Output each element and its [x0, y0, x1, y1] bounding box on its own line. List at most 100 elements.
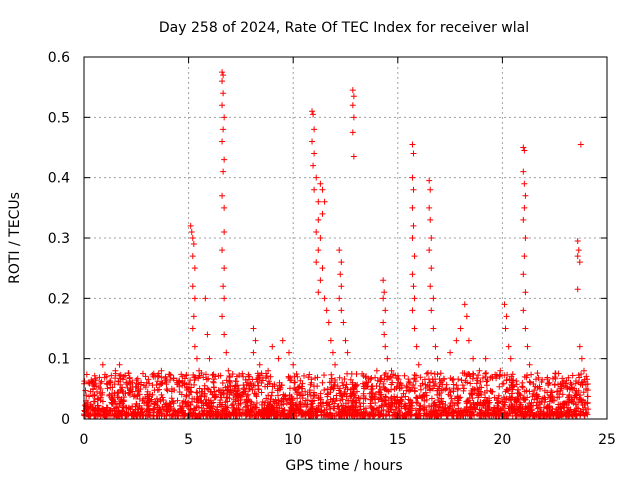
baseline-point	[388, 386, 395, 393]
baseline-point	[252, 404, 259, 411]
baseline-point	[394, 394, 401, 401]
baseline-point	[392, 397, 399, 404]
baseline-point	[341, 408, 348, 415]
baseline-point	[293, 386, 300, 393]
baseline-point	[202, 371, 209, 378]
baseline-point	[341, 376, 348, 383]
data-point	[99, 361, 106, 368]
baseline-point	[329, 398, 336, 405]
baseline-point	[544, 374, 551, 381]
baseline-point	[479, 375, 486, 382]
data-point	[350, 153, 357, 160]
data-point	[191, 343, 198, 350]
baseline-point	[166, 403, 173, 410]
data-point	[350, 93, 357, 100]
baseline-point	[573, 405, 580, 412]
baseline-point	[509, 371, 516, 378]
baseline-point	[210, 403, 217, 410]
baseline-point	[566, 386, 573, 393]
baseline-point	[229, 371, 236, 378]
data-point	[206, 355, 213, 362]
y-tick-label: 0	[61, 412, 70, 428]
baseline-point	[319, 400, 326, 407]
baseline-point	[205, 375, 212, 382]
data-point	[112, 367, 119, 374]
baseline-point	[246, 376, 253, 383]
data-points	[81, 69, 592, 419]
baseline-point	[418, 394, 425, 401]
baseline-point	[203, 376, 210, 383]
baseline-point	[416, 392, 423, 399]
baseline-point	[302, 397, 309, 404]
data-point	[317, 235, 324, 241]
baseline-point	[130, 393, 137, 400]
baseline-point	[240, 373, 247, 380]
data-point	[143, 379, 150, 386]
baseline-point	[126, 375, 133, 382]
baseline-point	[266, 402, 273, 409]
baseline-point	[410, 381, 417, 388]
baseline-point	[536, 398, 543, 405]
data-point	[453, 337, 460, 344]
data-point	[190, 313, 197, 320]
baseline-point	[187, 401, 194, 408]
data-point	[325, 319, 332, 326]
data-point	[410, 186, 417, 193]
baseline-point	[444, 412, 451, 419]
baseline-point	[127, 381, 134, 388]
data-point	[336, 247, 343, 254]
baseline-point	[175, 407, 182, 414]
baseline-point	[97, 394, 104, 401]
baseline-point	[450, 385, 457, 392]
data-point	[521, 180, 528, 187]
baseline-point	[336, 412, 343, 419]
baseline-point	[439, 381, 446, 388]
baseline-point	[441, 376, 448, 383]
baseline-point	[397, 398, 404, 405]
baseline-point	[219, 379, 226, 386]
baseline-point	[334, 403, 341, 410]
baseline-point	[361, 385, 368, 392]
baseline-point	[436, 390, 443, 397]
baseline-point	[117, 381, 124, 388]
data-point	[221, 265, 228, 272]
baseline-point	[234, 393, 241, 400]
data-point	[409, 271, 416, 278]
baseline-point	[299, 385, 306, 392]
baseline-point	[226, 378, 233, 385]
baseline-point	[528, 407, 535, 414]
data-point	[317, 277, 324, 284]
baseline-point	[510, 377, 517, 384]
baseline-point	[445, 406, 452, 413]
baseline-point	[558, 405, 565, 412]
x-tick-labels: 0 5 10 15 20 25	[80, 432, 616, 448]
baseline-point	[385, 397, 392, 404]
data-point	[190, 241, 197, 248]
x-tick-label: 20	[493, 432, 511, 448]
baseline-point	[566, 407, 573, 414]
baseline-point	[343, 381, 350, 388]
baseline-point	[357, 403, 364, 410]
baseline-point	[383, 400, 390, 407]
data-point	[363, 379, 370, 386]
baseline-point	[569, 372, 576, 379]
baseline-point	[550, 397, 557, 404]
data-point	[382, 343, 389, 350]
data-point	[317, 180, 324, 187]
baseline-point	[194, 389, 201, 396]
baseline-point	[534, 405, 541, 412]
data-point	[342, 337, 349, 344]
baseline-point	[108, 399, 115, 406]
baseline-point	[99, 398, 106, 405]
baseline-point	[526, 412, 533, 419]
baseline-point	[164, 387, 171, 394]
data-point	[521, 253, 528, 260]
data-point	[235, 385, 242, 392]
data-point	[220, 90, 227, 97]
data-point	[323, 307, 330, 314]
baseline-point	[463, 373, 470, 380]
data-point	[520, 216, 527, 223]
data-point	[221, 228, 228, 235]
baseline-point	[328, 375, 335, 382]
baseline-point	[533, 402, 540, 409]
